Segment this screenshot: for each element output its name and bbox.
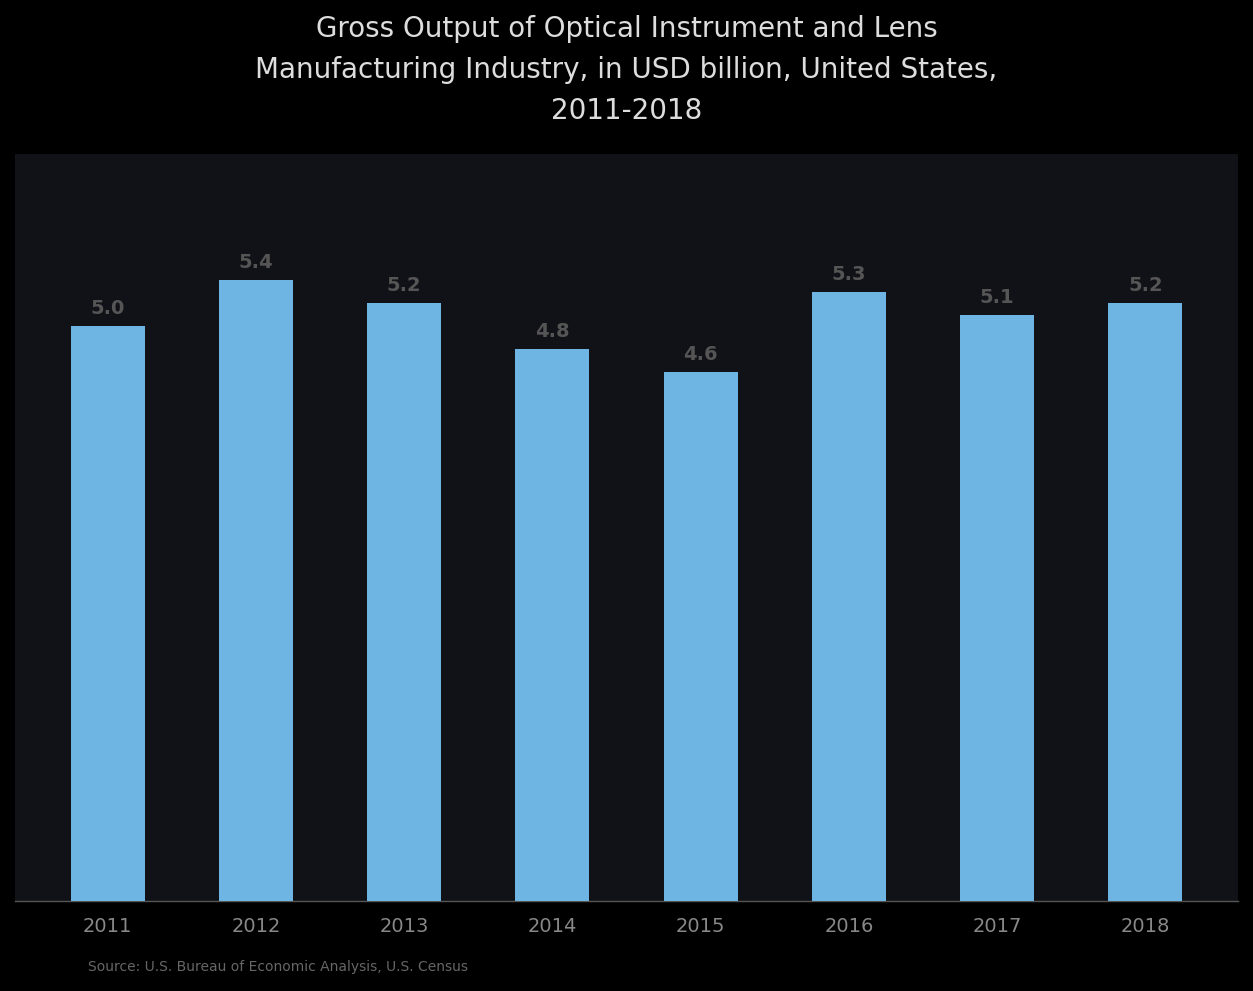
Bar [960,315,1034,901]
Text: 5.3: 5.3 [832,265,866,283]
Bar [812,292,886,901]
Text: Source: U.S. Bureau of Economic Analysis, U.S. Census: Source: U.S. Bureau of Economic Analysis… [88,960,467,974]
Bar [1109,303,1183,901]
Text: 5.1: 5.1 [980,287,1015,307]
Text: 5.2: 5.2 [1128,276,1163,295]
Text: 4.6: 4.6 [683,345,718,365]
Bar [664,373,738,901]
Title: Gross Output of Optical Instrument and Lens
Manufacturing Industry, in USD billi: Gross Output of Optical Instrument and L… [256,15,997,126]
Bar [367,303,441,901]
Text: 4.8: 4.8 [535,322,570,341]
Text: 5.0: 5.0 [90,299,125,318]
Bar [70,326,144,901]
Bar [219,280,293,901]
Bar [515,350,589,901]
Text: 5.4: 5.4 [238,254,273,273]
Text: 5.2: 5.2 [387,276,421,295]
